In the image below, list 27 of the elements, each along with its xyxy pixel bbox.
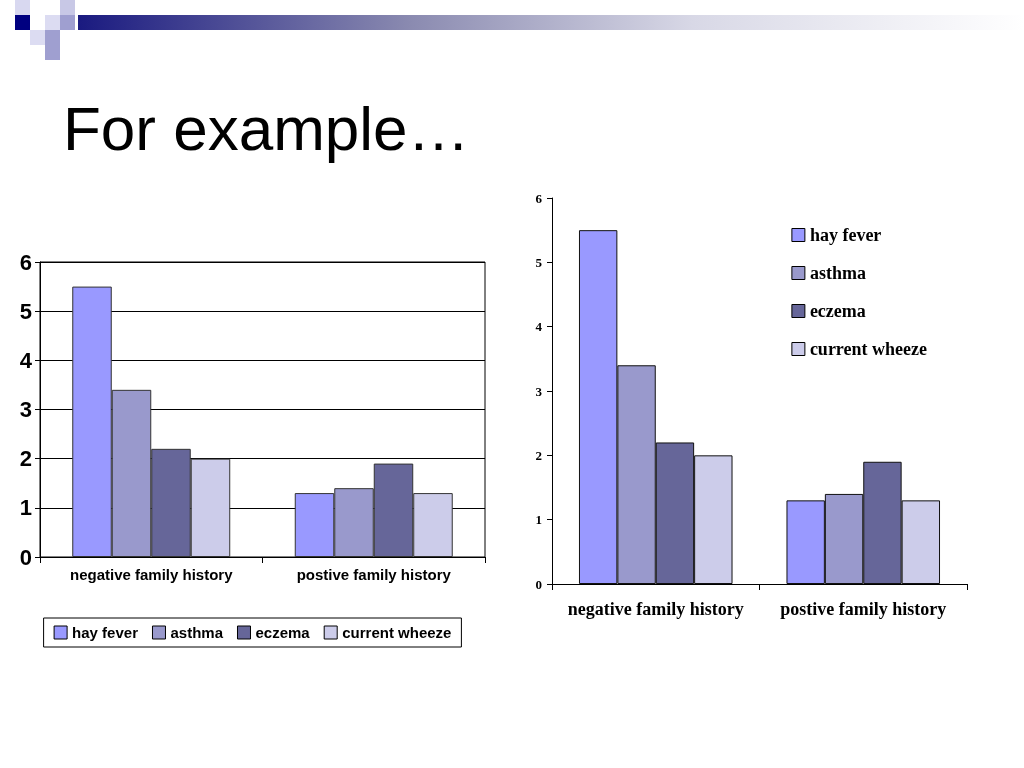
legend-label: eczema xyxy=(255,624,311,641)
legend-label: eczema xyxy=(809,301,866,321)
y-tick-label: 2 xyxy=(19,446,32,472)
x-tick-label: negative family history xyxy=(69,566,234,583)
legend-label: current wheeze xyxy=(342,624,452,641)
y-tick-label: 3 xyxy=(19,397,32,422)
chart-title: For example… xyxy=(63,93,470,163)
y-tick-label: 6 xyxy=(19,249,32,275)
legend-label: asthma xyxy=(170,624,224,641)
legend-label: hay fever xyxy=(809,225,882,245)
y-tick-label: 0 xyxy=(19,544,32,570)
legend-label: hay fever xyxy=(72,624,139,641)
y-tick-label: 1 xyxy=(535,512,542,528)
y-tick-label: 5 xyxy=(535,254,543,270)
y-tick-label: 4 xyxy=(535,319,543,335)
y-tick-label: 3 xyxy=(535,383,543,399)
legend-label: current wheeze xyxy=(809,339,928,359)
y-tick-label: 6 xyxy=(535,190,543,206)
x-tick-label: postive family history xyxy=(296,566,452,583)
y-tick-label: 5 xyxy=(19,298,32,324)
legend-label: asthma xyxy=(809,263,866,283)
x-tick-label: negative family history xyxy=(567,599,744,619)
y-tick-label: 2 xyxy=(535,447,542,463)
y-tick-label: 1 xyxy=(19,495,32,521)
x-tick-label: postive family history xyxy=(780,599,947,619)
y-tick-label: 4 xyxy=(19,347,33,373)
y-tick-label: 0 xyxy=(535,576,542,592)
